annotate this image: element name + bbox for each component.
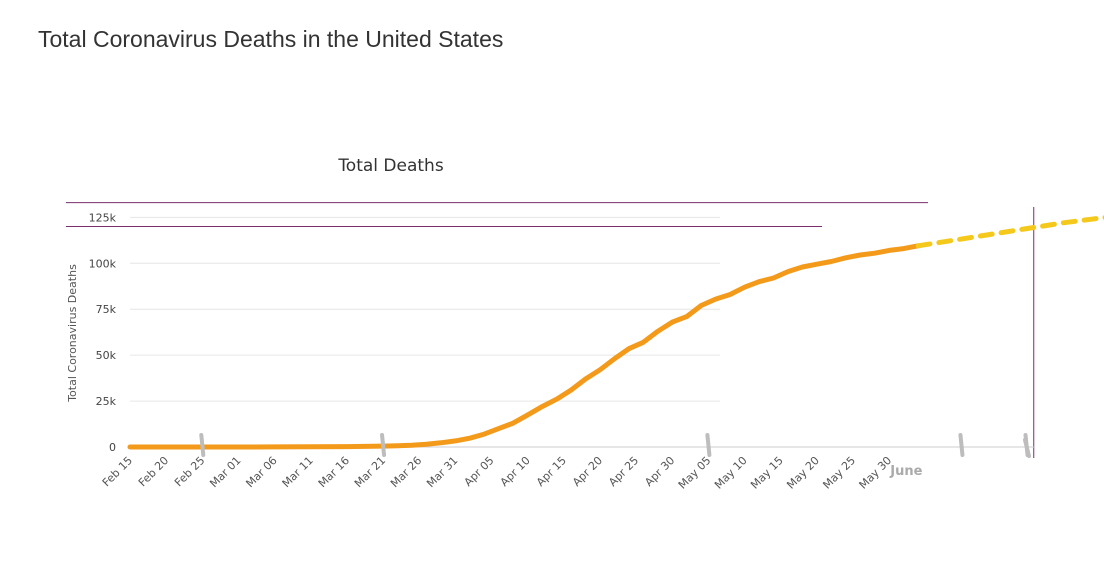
x-tick-label: Apr 05 bbox=[462, 454, 497, 489]
x-tick-label: Feb 20 bbox=[136, 454, 171, 489]
y-tick-label: 0 bbox=[109, 441, 116, 454]
x-tick-label: Apr 20 bbox=[570, 454, 605, 489]
x-tick-label: May 15 bbox=[748, 454, 786, 492]
axis-marker bbox=[958, 433, 965, 457]
x-tick-label: Apr 10 bbox=[498, 454, 533, 489]
x-tick-label: Mar 16 bbox=[316, 454, 352, 490]
total-deaths-line bbox=[127, 243, 921, 450]
y-tick-label: 50k bbox=[96, 349, 117, 362]
axis-marker bbox=[199, 433, 206, 457]
x-tick-label: Mar 06 bbox=[243, 454, 279, 490]
x-tick-label: May 30 bbox=[857, 454, 895, 492]
y-tick-label: 125k bbox=[89, 211, 117, 224]
x-tick-label: May 20 bbox=[784, 454, 822, 492]
axis-marker bbox=[705, 433, 712, 457]
x-tick-label: Mar 11 bbox=[280, 454, 316, 490]
x-tick-label: May 05 bbox=[676, 454, 714, 492]
page-title: Total Coronavirus Deaths in the United S… bbox=[38, 26, 504, 52]
x-tick-label: Apr 25 bbox=[606, 454, 641, 489]
x-tick-label: Feb 15 bbox=[100, 454, 135, 489]
y-tick-label: 25k bbox=[96, 395, 117, 408]
axis-layer: Feb 15 Feb 20 Feb 25 Mar 01 Mar 06 Mar 11 Mar … bbox=[100, 446, 1035, 492]
series-layer bbox=[127, 215, 1104, 450]
x-tick-label: Feb 25 bbox=[172, 454, 207, 489]
y-axis-label: Total Coronavirus Deaths bbox=[66, 264, 79, 403]
x-tick-label: Mar 01 bbox=[207, 454, 243, 490]
grid-layer: 0 25k 50k 75k 100k 125k bbox=[89, 211, 720, 454]
reference-lines bbox=[66, 202, 1035, 458]
month-label: June bbox=[889, 464, 922, 479]
x-tick-label: Apr 15 bbox=[534, 454, 569, 489]
y-tick-label: 100k bbox=[89, 257, 117, 270]
x-tick-label: Mar 26 bbox=[388, 454, 424, 490]
x-tick-label: May 10 bbox=[712, 454, 750, 492]
x-tick-label: May 25 bbox=[820, 454, 858, 492]
axis-marker bbox=[380, 433, 387, 457]
marker-layer bbox=[199, 433, 1031, 458]
axis-marker bbox=[1023, 438, 1031, 458]
chart-title: Total Deaths bbox=[337, 156, 444, 176]
x-tick-label: Apr 30 bbox=[642, 454, 677, 489]
projected-deaths-line bbox=[915, 215, 1104, 249]
x-tick-label: Mar 31 bbox=[424, 454, 460, 490]
y-tick-label: 75k bbox=[96, 303, 117, 316]
x-tick-label: Mar 21 bbox=[352, 454, 388, 490]
